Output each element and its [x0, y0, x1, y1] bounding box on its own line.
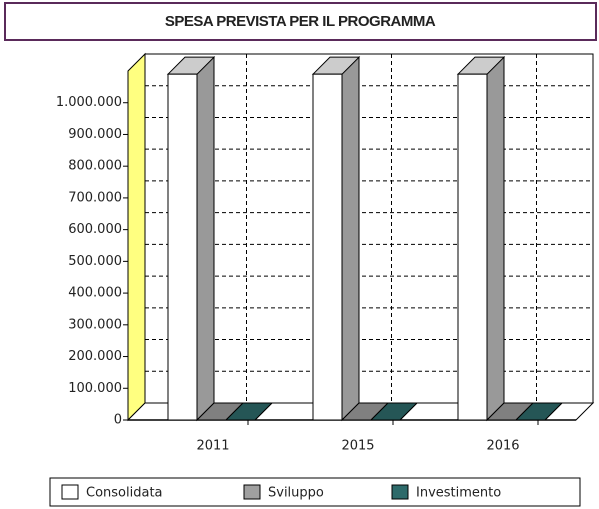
bar — [312, 73, 343, 421]
y-tick-label: 700.000 — [68, 190, 122, 205]
legend-swatch — [391, 484, 409, 500]
legend-label: Consolidata — [86, 486, 163, 501]
legend-box — [49, 477, 581, 507]
y-tick-label: 500.000 — [68, 254, 122, 269]
y-tick-label: 300.000 — [68, 317, 122, 332]
x-tick-label: 2016 — [486, 439, 519, 454]
y-tick-label: 100.000 — [68, 381, 122, 396]
bar-top — [514, 402, 564, 421]
x-tick-label: 2011 — [196, 439, 229, 454]
bar-side — [196, 55, 215, 422]
legend-swatch — [61, 484, 79, 500]
bar — [167, 73, 198, 421]
y-tick-label: 900.000 — [68, 127, 122, 142]
y-tick-label: 600.000 — [68, 222, 122, 237]
y-tick-label: 800.000 — [68, 159, 122, 174]
y-tick-label: 200.000 — [68, 349, 122, 364]
legend-label: Sviluppo — [268, 486, 324, 501]
bar-side — [486, 55, 505, 422]
bar-top — [224, 402, 274, 421]
back-wall — [144, 53, 594, 404]
title-box — [4, 2, 597, 41]
y-tick-label: 400.000 — [68, 286, 122, 301]
chart-title: SPESA PREVISTA PER IL PROGRAMMA — [165, 13, 436, 30]
x-tick-label: 2015 — [341, 439, 374, 454]
bar — [457, 73, 488, 421]
legend-label: Investimento — [416, 486, 501, 501]
bar-top — [369, 402, 419, 421]
y-tick-label: 1.000.000 — [56, 95, 122, 110]
y-tick-label: 0 — [114, 413, 122, 428]
bar-side — [341, 55, 360, 422]
legend-swatch — [243, 484, 261, 500]
side-wall — [127, 52, 146, 422]
